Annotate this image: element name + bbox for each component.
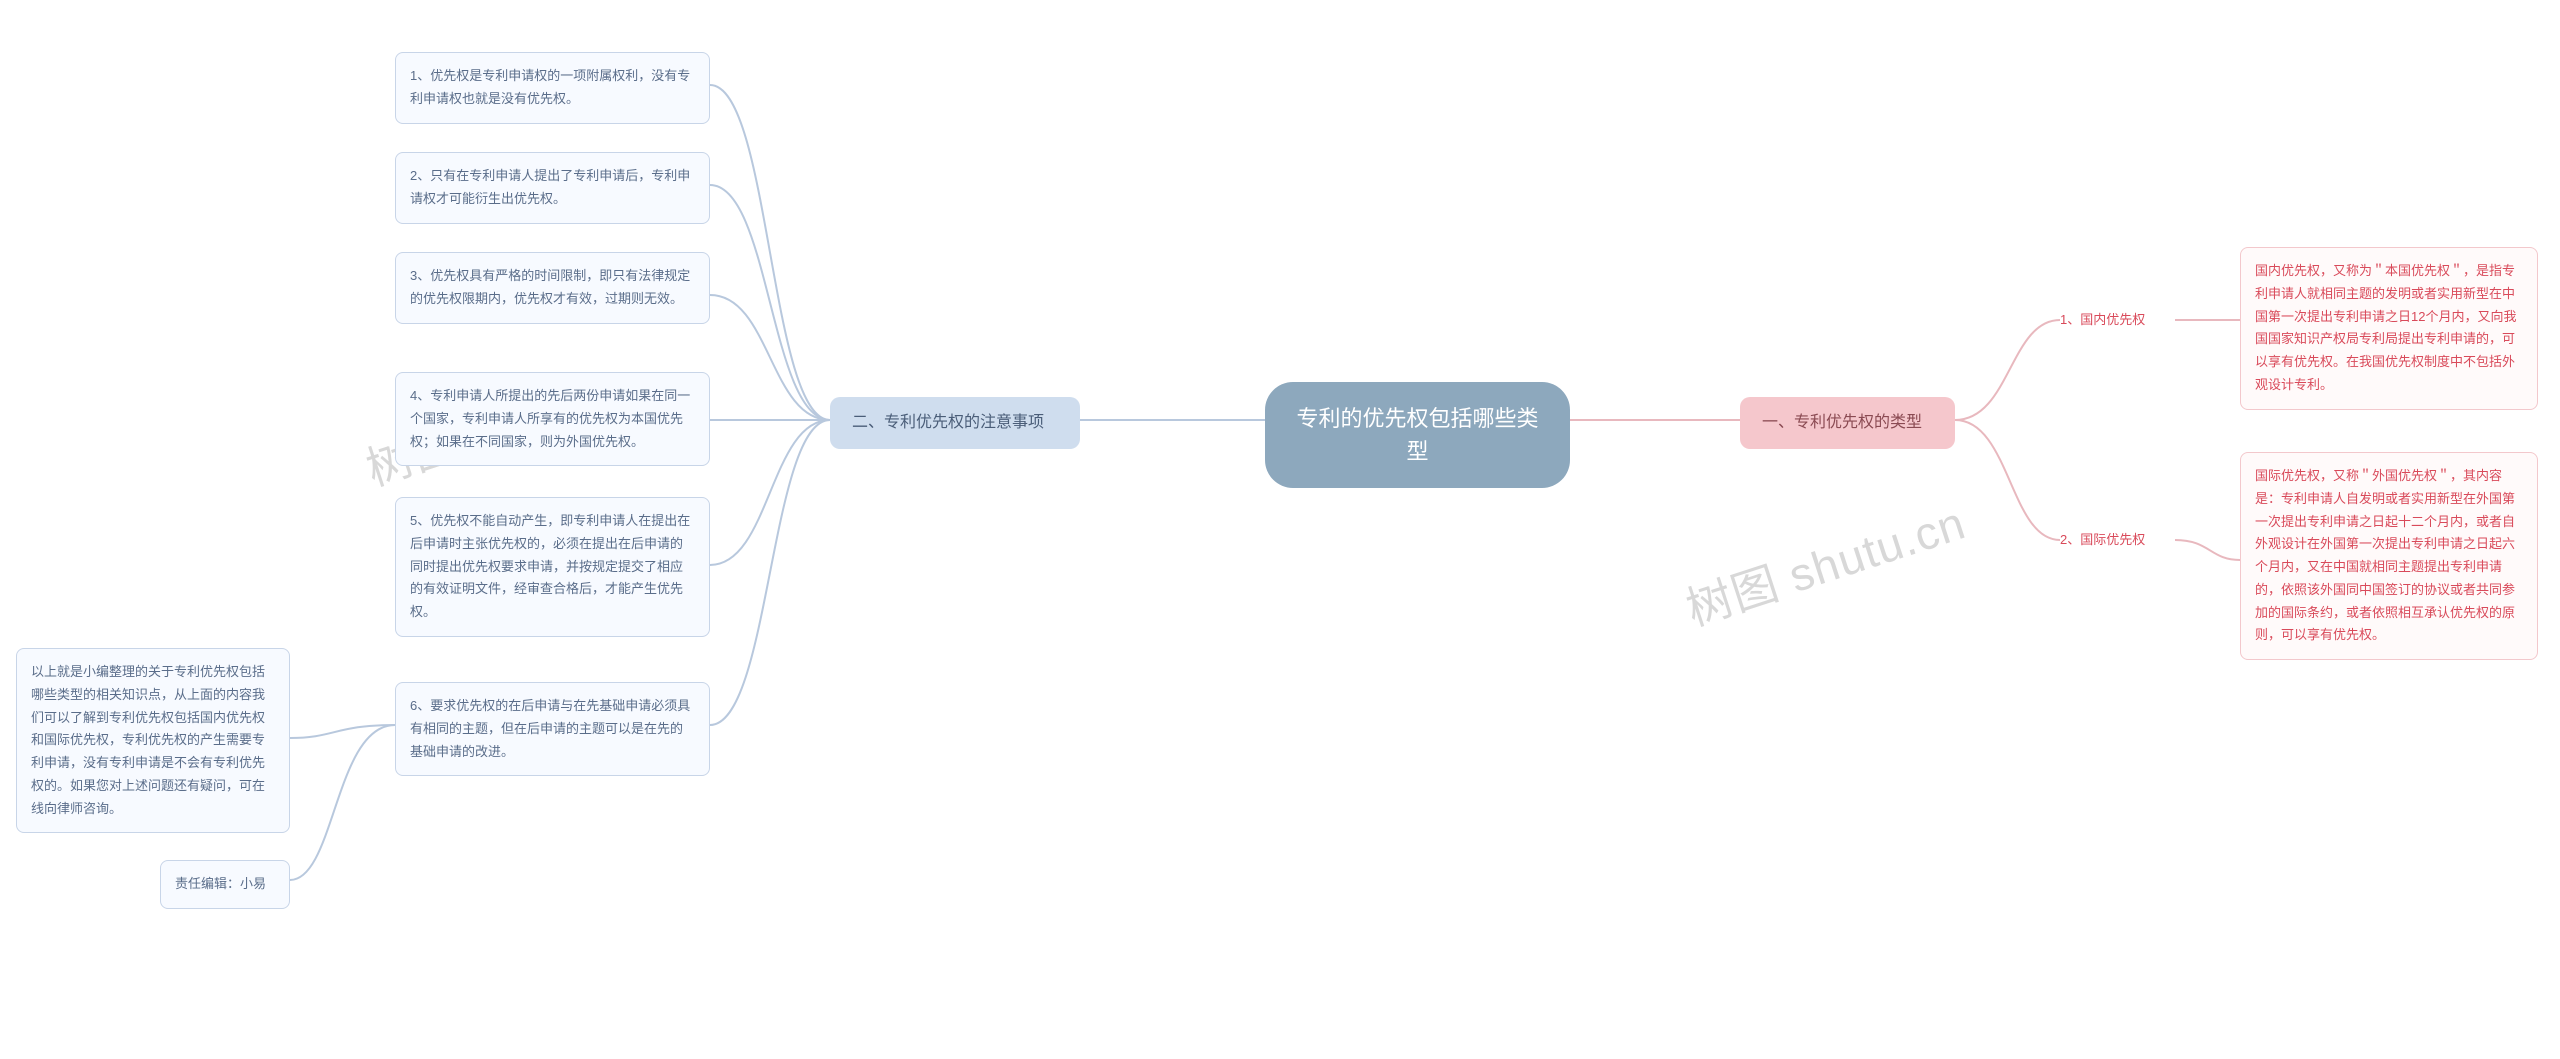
leaf-left-2: 2、只有在专利申请人提出了专利申请后，专利申请权才可能衍生出优先权。 xyxy=(395,152,710,224)
sub-right-2: 2、国际优先权 xyxy=(2060,530,2145,550)
leaf-left-1: 1、优先权是专利申请权的一项附属权利，没有专利申请权也就是没有优先权。 xyxy=(395,52,710,124)
connector-layer xyxy=(0,0,2560,1059)
leaf-right-1: 国内优先权，又称为＂本国优先权＂，是指专利申请人就相同主题的发明或者实用新型在中… xyxy=(2240,247,2538,410)
leaf-left-6: 6、要求优先权的在后申请与在先基础申请必须具有相同的主题，但在后申请的主题可以是… xyxy=(395,682,710,776)
branch-left: 二、专利优先权的注意事项 xyxy=(830,397,1080,449)
leaf-left-3: 3、优先权具有严格的时间限制，即只有法律规定的优先权限期内，优先权才有效，过期则… xyxy=(395,252,710,324)
leaf-extra-1: 以上就是小编整理的关于专利优先权包括哪些类型的相关知识点，从上面的内容我们可以了… xyxy=(16,648,290,833)
leaf-left-5: 5、优先权不能自动产生，即专利申请人在提出在后申请时主张优先权的，必须在提出在后… xyxy=(395,497,710,637)
leaf-left-4: 4、专利申请人所提出的先后两份申请如果在同一个国家，专利申请人所享有的优先权为本… xyxy=(395,372,710,466)
leaf-right-2: 国际优先权，又称＂外国优先权＂，其内容是：专利申请人自发明或者实用新型在外国第一… xyxy=(2240,452,2538,660)
watermark-2: 树图 shutu.cn xyxy=(1677,487,1973,639)
sub-right-1: 1、国内优先权 xyxy=(2060,310,2145,330)
branch-right: 一、专利优先权的类型 xyxy=(1740,397,1955,449)
root-node: 专利的优先权包括哪些类型 xyxy=(1265,382,1570,488)
leaf-extra-2: 责任编辑：小易 xyxy=(160,860,290,909)
